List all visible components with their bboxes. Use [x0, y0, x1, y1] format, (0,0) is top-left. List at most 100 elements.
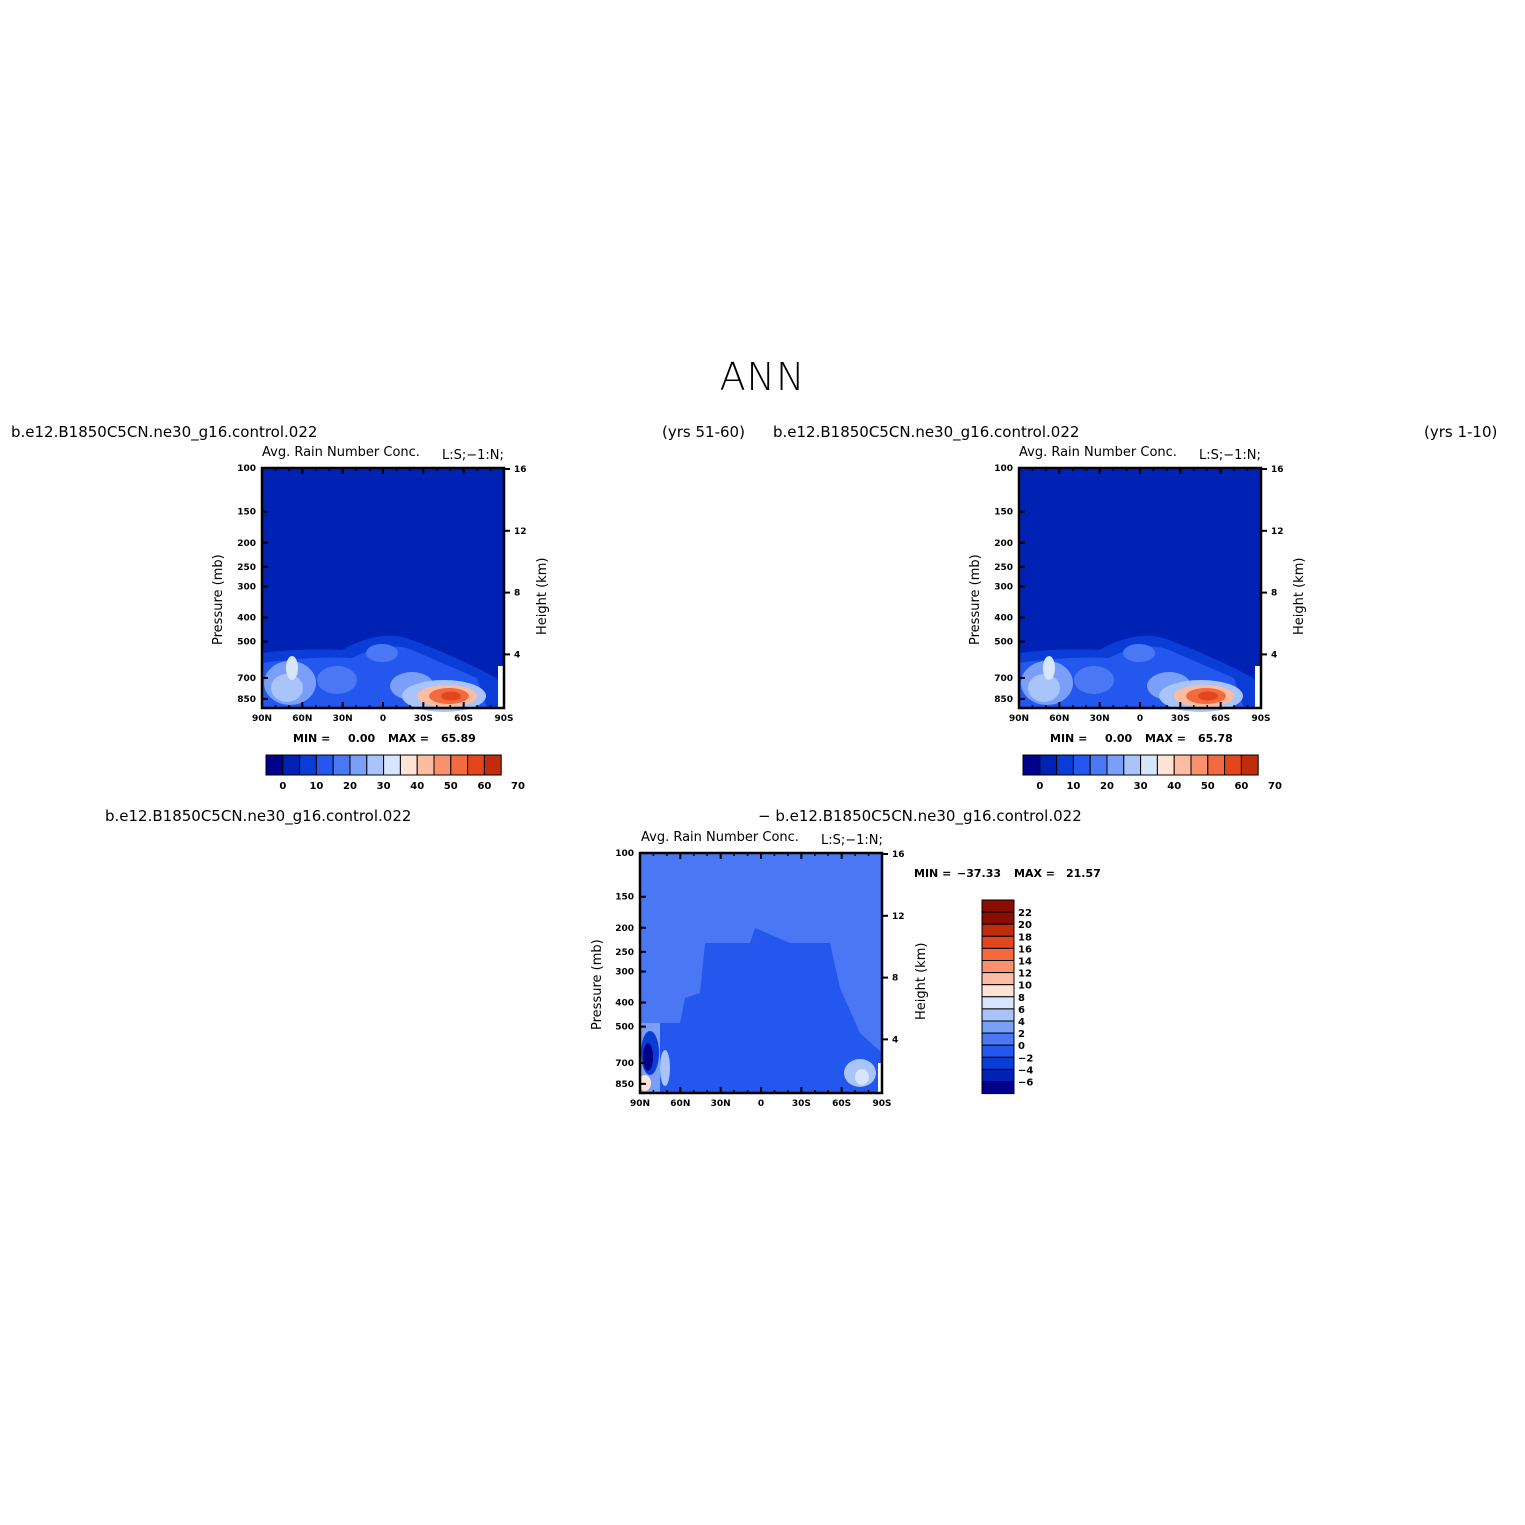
diff-contour-neg — [640, 928, 882, 1093]
colorbar-box — [1140, 754, 1158, 776]
field-contour-35 — [286, 656, 298, 680]
field-contour-30 — [271, 674, 303, 702]
panel3-max-value: 21.57 — [1066, 867, 1101, 880]
y-right-tick-label: 12 — [1271, 527, 1284, 537]
x-tick-label: 0 — [380, 714, 386, 724]
y-tick-label: 700 — [994, 674, 1013, 684]
panel3-max-label: MAX = — [1014, 867, 1055, 880]
page-title: ANN — [719, 355, 806, 399]
colorbar-box — [1039, 754, 1058, 776]
panel1-max-value: 65.89 — [441, 732, 476, 745]
diff-case-b: − b.e12.B1850C5CN.ne30_g16.control.022 — [758, 807, 1082, 825]
colorbar-box — [1072, 754, 1091, 776]
colorbar-box — [1240, 754, 1259, 776]
y-right-tick-label: 8 — [514, 589, 520, 599]
x-tick-label: 60S — [832, 1099, 851, 1109]
colorbar-tick-label: 20 — [1100, 781, 1114, 792]
colorbar-box — [981, 899, 1015, 913]
y-right-tick-label: 16 — [892, 850, 905, 860]
y-tick-label: 850 — [615, 1080, 634, 1090]
y-tick-label: 200 — [237, 539, 256, 549]
colorbar-box — [450, 754, 469, 776]
colorbar-box — [981, 1056, 1015, 1070]
field-contour-30 — [1028, 674, 1060, 702]
colorbar-tick-label: 16 — [1018, 944, 1032, 955]
colorbar-tick-label: 10 — [1018, 981, 1032, 992]
colorbar-box — [299, 754, 317, 776]
y-right-tick-label: 4 — [514, 650, 520, 660]
colorbar-box — [981, 960, 1015, 974]
y-tick-label: 500 — [994, 638, 1013, 648]
colorbar-box — [1022, 754, 1041, 776]
panel2-max-label: MAX = — [1145, 732, 1186, 745]
y-right-tick-label: 16 — [514, 465, 527, 475]
x-tick-label: 30N — [333, 714, 353, 724]
colorbar-tick-label: 10 — [1066, 781, 1080, 792]
panel3-plot: 90N 60N 30N 0 30S 60S 90S 100 150 200 250 300 400 500… — [615, 849, 905, 1109]
missing-data-region — [498, 666, 504, 708]
colorbar-box — [981, 1032, 1015, 1046]
colorbar-tick-label: 60 — [477, 781, 491, 792]
y-right-tick-label: 8 — [892, 974, 898, 984]
colorbar-tick-label: −2 — [1018, 1053, 1033, 1064]
field-contour-20 — [1074, 666, 1114, 694]
colorbar-box — [981, 1068, 1015, 1082]
panel2-title-right: L:S;−1:N; — [1199, 448, 1261, 463]
y-tick-label: 200 — [994, 539, 1013, 549]
x-tick-label: 90S — [494, 714, 513, 724]
diff-case-a: b.e12.B1850C5CN.ne30_g16.control.022 — [105, 807, 412, 825]
colorbar-box — [483, 754, 502, 776]
panel2-plot: 90N 60N 30N 0 30S 60S 90S100150200250300400500… — [994, 464, 1284, 792]
panel3-min-label: MIN = — [914, 867, 952, 880]
x-tick-label: 30S — [1171, 714, 1190, 724]
years-right: (yrs 1-10) — [1424, 423, 1498, 441]
y-right-tick-label: 16 — [1271, 465, 1284, 475]
colorbar-box — [1089, 754, 1108, 776]
panel2-min-label: MIN = — [1050, 732, 1088, 745]
colorbar-tick-label: 8 — [1018, 993, 1025, 1004]
y-tick-label: 700 — [237, 674, 256, 684]
colorbar-box — [1123, 754, 1142, 776]
x-tick-label: 90N — [252, 714, 272, 724]
panel1-min-value: 0.00 — [348, 732, 376, 745]
colorbar-box — [282, 754, 301, 776]
panel1-title: Avg. Rain Number Conc. — [262, 445, 420, 460]
y-tick-label: 300 — [615, 968, 634, 978]
y-tick-label: 400 — [237, 614, 256, 624]
y-tick-label: 100 — [237, 464, 256, 474]
colorbar-box — [467, 754, 485, 776]
colorbar-tick-label: 50 — [1201, 781, 1215, 792]
colorbar-tick-label: 14 — [1018, 957, 1032, 968]
colorbar-box — [981, 972, 1015, 986]
x-tick-label: 60S — [1211, 714, 1230, 724]
panel2-title: Avg. Rain Number Conc. — [1019, 445, 1177, 460]
x-tick-label: 60S — [454, 714, 473, 724]
x-tick-label: 90N — [630, 1099, 650, 1109]
colorbar-box — [981, 984, 1015, 998]
x-tick-label: 90S — [872, 1099, 891, 1109]
colorbar-box — [981, 1044, 1015, 1058]
colorbar-tick-label: 70 — [511, 781, 525, 792]
y-tick-label: 500 — [237, 638, 256, 648]
colorbar-tick-label: 60 — [1234, 781, 1248, 792]
field-contour-60 — [441, 691, 461, 701]
x-tick-label: 90S — [1251, 714, 1270, 724]
panel1-plot: 90N 60N 30N 0 30S 60S 90S100150200250300400500… — [237, 464, 527, 792]
colorbar-tick-label: 22 — [1018, 908, 1032, 919]
x-tick-label: 0 — [1137, 714, 1143, 724]
field-contour-35 — [1043, 656, 1055, 680]
colorbar-box — [433, 754, 452, 776]
panel2-min-value: 0.00 — [1105, 732, 1133, 745]
y-right-tick-label: 12 — [514, 527, 527, 537]
colorbar-box — [981, 947, 1015, 962]
diff-missing-region — [878, 1063, 882, 1093]
panel1-min-label: MIN = — [293, 732, 331, 745]
colorbar-box — [981, 1008, 1015, 1022]
colorbar-box — [366, 754, 385, 776]
panel1-title-right: L:S;−1:N; — [442, 448, 504, 463]
colorbar-box — [265, 754, 284, 776]
diff-contour-min-core — [643, 1043, 653, 1071]
diff-contour-pos4 — [855, 1069, 869, 1085]
case-name-right: b.e12.B1850C5CN.ne30_g16.control.022 — [773, 423, 1080, 441]
